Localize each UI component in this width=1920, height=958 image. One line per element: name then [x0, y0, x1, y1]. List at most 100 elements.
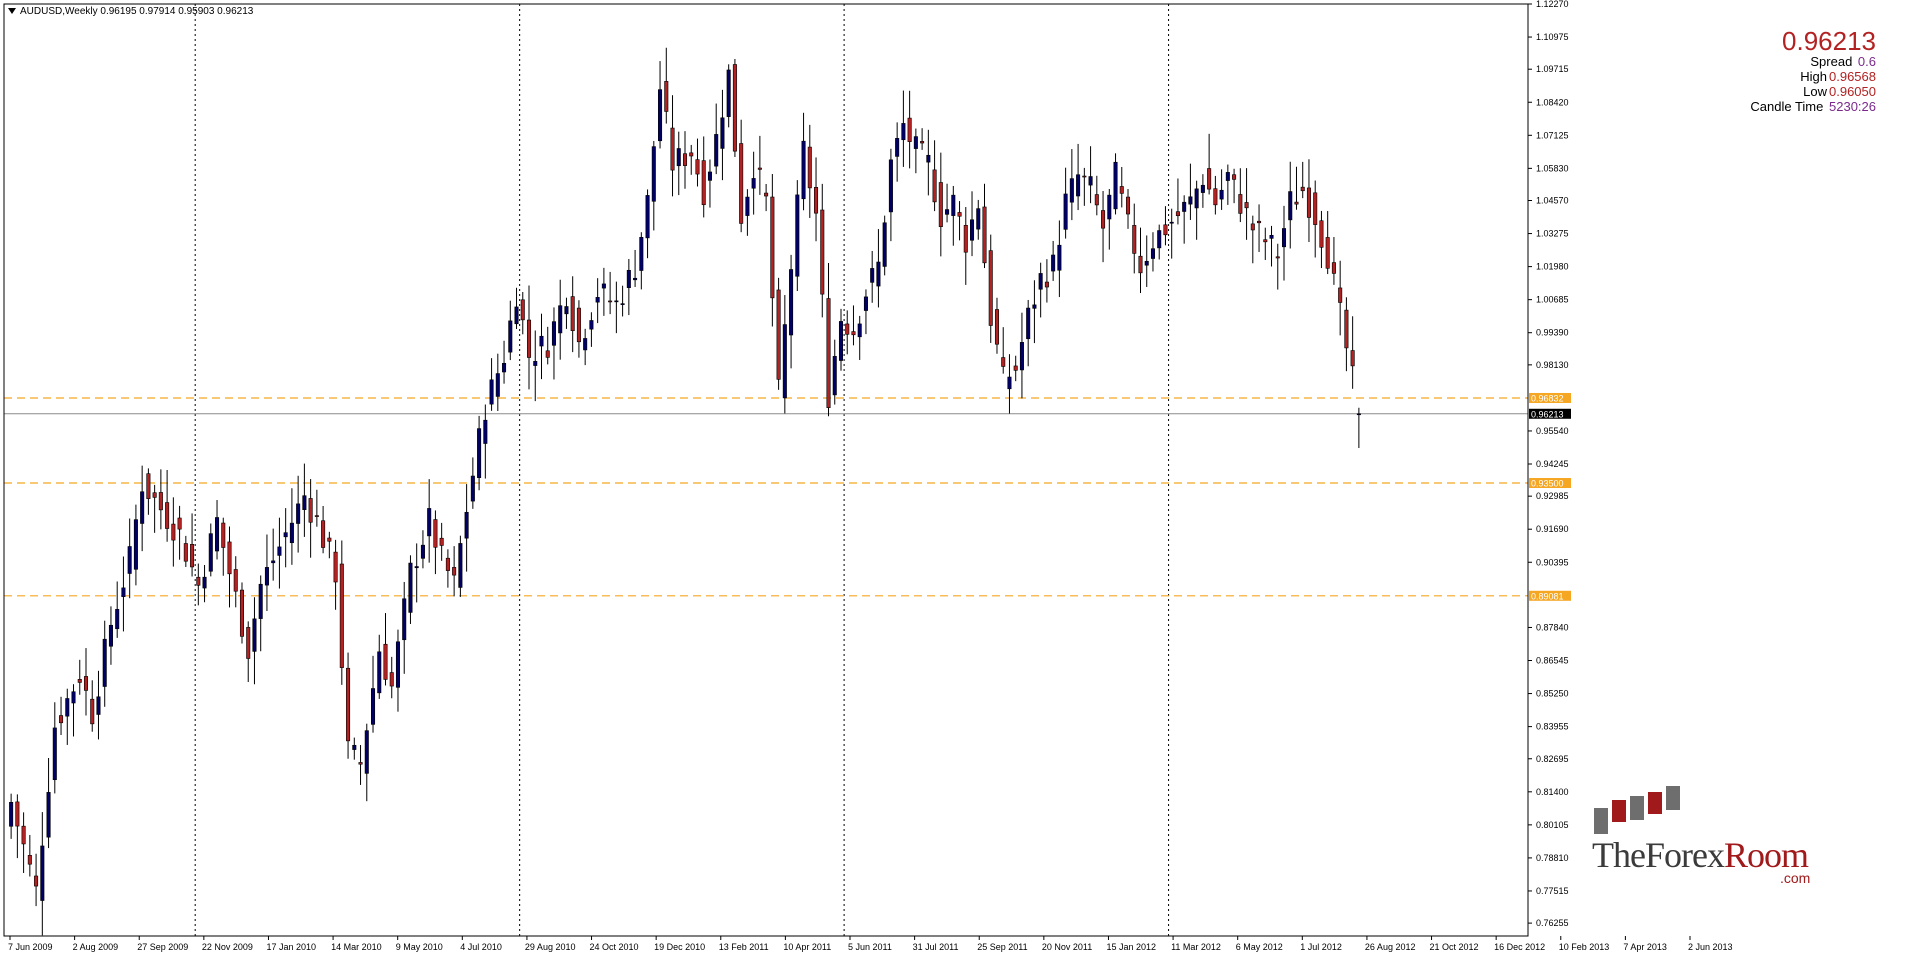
candle-body-bull: [595, 297, 600, 303]
y-tick-label: 0.86545: [1536, 656, 1569, 666]
candle: [183, 535, 188, 567]
candle: [1194, 180, 1199, 240]
candle: [308, 479, 313, 558]
level-price-tag: [1529, 590, 1571, 601]
candle-body-bear: [982, 206, 987, 264]
candle: [545, 326, 550, 365]
candle: [620, 285, 625, 317]
y-tick-label: 0.80105: [1536, 820, 1569, 830]
candle: [383, 613, 388, 686]
candle: [252, 597, 257, 685]
candle: [857, 315, 862, 360]
y-tick-label: 0.78810: [1536, 853, 1569, 863]
candle-body-bull: [1194, 188, 1199, 209]
candle-body-bull: [108, 624, 113, 647]
candle-body-bull: [633, 277, 638, 281]
dropdown-triangle-icon[interactable]: [8, 8, 16, 15]
candle: [795, 180, 800, 292]
candle-body-bull: [215, 517, 220, 552]
candle: [963, 207, 968, 285]
candle-body-bear: [1094, 194, 1099, 206]
candle: [408, 555, 413, 624]
candle-body-bear: [1338, 287, 1343, 303]
candle-body-bull: [707, 171, 712, 181]
candle-body-bull: [876, 261, 881, 287]
candle-body-bull: [751, 178, 756, 189]
candle: [651, 140, 656, 231]
candle: [1150, 232, 1155, 272]
y-tick-label: 0.85250: [1536, 689, 1569, 699]
candle: [115, 581, 120, 638]
candle: [882, 215, 887, 276]
candle: [888, 148, 893, 242]
candle-body-bear: [239, 589, 245, 637]
candle-body-bear: [196, 576, 201, 586]
y-tick-label: 0.83955: [1536, 722, 1569, 732]
theforexroom-logo: TheForexRoom .com: [1592, 784, 1812, 894]
x-tick-label: 5 Jun 2011: [848, 942, 892, 952]
candle: [121, 556, 126, 632]
candle: [695, 138, 700, 187]
horizontal-levels[interactable]: 0.96832 0.93500 0.89081 0.96213: [4, 392, 1571, 601]
candle-body-bear: [1275, 256, 1280, 259]
period-separators: [194, 4, 1170, 936]
candle-body-bull: [639, 237, 644, 271]
candle: [1051, 240, 1056, 281]
y-tick-label: 0.91690: [1536, 524, 1569, 534]
candle: [395, 629, 400, 712]
candle-body-bull: [1113, 161, 1118, 210]
candle-body-bull: [539, 335, 544, 347]
candle: [1207, 133, 1212, 195]
candle-body-bull: [277, 546, 282, 556]
candle-body-bull: [601, 283, 606, 289]
candle-body-bull: [795, 194, 800, 277]
x-tick-label: 7 Apr 2013: [1623, 942, 1667, 952]
candle-body-bull: [115, 609, 120, 630]
candle-body-bull: [296, 503, 301, 524]
candle: [614, 281, 619, 334]
candle-body-bull: [271, 560, 276, 564]
candle-time-label: Candle Time: [1750, 99, 1824, 114]
y-tick-label: 1.00685: [1536, 295, 1569, 305]
candle: [564, 297, 569, 329]
y-tick-label: 1.05830: [1536, 163, 1569, 173]
candle-body-bear: [739, 143, 744, 224]
candle-body-bull: [901, 123, 906, 141]
x-tick-label: 17 Jan 2010: [266, 942, 316, 952]
x-tick-label: 20 Nov 2011: [1042, 942, 1092, 952]
candle: [371, 655, 376, 733]
x-tick-label: 13 Feb 2011: [719, 942, 769, 952]
candle-body-bull: [140, 491, 145, 524]
candle: [439, 522, 444, 561]
x-tick-label: 29 Aug 2010: [525, 942, 576, 952]
candle: [146, 468, 151, 515]
candle-body-bull: [1032, 304, 1037, 309]
candle: [358, 745, 363, 785]
candle: [645, 189, 650, 259]
candle: [926, 129, 931, 196]
candle: [1281, 205, 1287, 281]
candle-body-bear: [932, 169, 937, 203]
candle-body-bear: [1132, 225, 1137, 254]
candle: [133, 504, 138, 586]
candle-body-bear: [1313, 192, 1318, 225]
candle-body-bear: [314, 515, 319, 517]
candle: [595, 278, 600, 324]
candle: [976, 199, 981, 240]
candle: [1257, 204, 1262, 252]
logo-domain: .com: [1780, 870, 1811, 886]
y-tick-label: 1.10975: [1536, 32, 1569, 42]
candle-body-bull: [258, 583, 263, 619]
candle-body-bear: [1238, 194, 1243, 214]
candle-body-bull: [945, 209, 950, 215]
x-tick-label: 16 Dec 2012: [1494, 942, 1545, 952]
candle: [464, 484, 469, 572]
candle: [502, 340, 507, 384]
candle: [46, 757, 51, 849]
y-tick-label: 1.01980: [1536, 262, 1569, 272]
candle-body-bull: [626, 269, 631, 288]
candle: [239, 582, 245, 644]
candle-body-bull: [483, 419, 488, 444]
